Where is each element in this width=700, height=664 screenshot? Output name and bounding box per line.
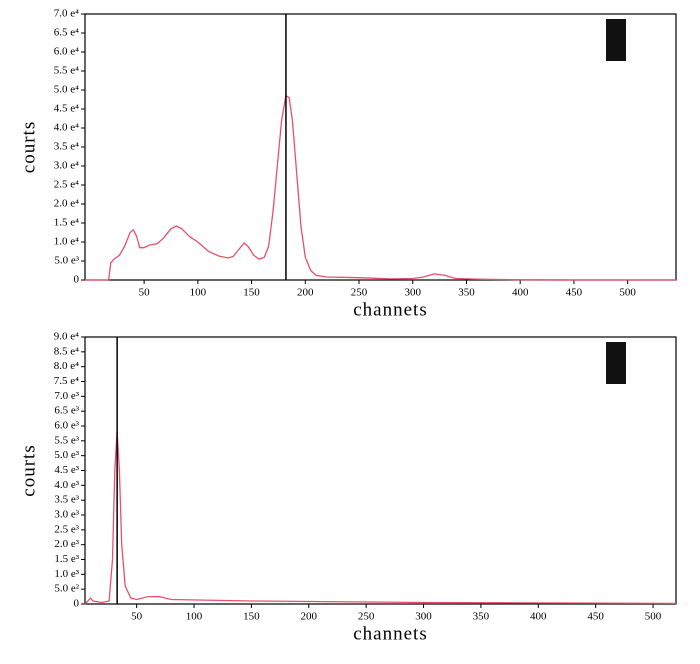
y-tick-label: 4.0 e³ [54,479,79,491]
plot-frame [84,13,677,281]
x-tick-label: 50 [131,611,143,623]
y-tick-label: 8.0 e⁴ [54,360,79,372]
y-tick-label: 5.5 e⁴ [54,65,79,77]
y-tick-label: 6.5 e⁴ [54,27,79,39]
y-tick-label: 6.5 e³ [54,405,79,417]
x-tick-label: 100 [190,287,207,299]
y-tick-label: 7.5 e⁴ [54,375,79,387]
y-tick-label: 5.0 e³ [54,255,79,267]
x-axis-title: channets [353,623,427,644]
y-tick-label: 2.0 e⁴ [54,198,79,210]
y-tick-label: 4.0 e⁴ [54,122,79,134]
y-tick-label: 1.5 e⁴ [54,217,79,229]
y-tick-label: 3.5 e³ [54,494,79,506]
y-tick-label: 7.0 e³ [54,390,79,402]
y-tick-label: 2.5 e³ [54,523,79,535]
x-tick-label: 350 [458,287,475,299]
x-tick-label: 150 [243,611,260,623]
x-tick-label: 200 [297,287,314,299]
x-tick-label: 400 [530,611,547,623]
y-tick-label: 1.0 e³ [54,568,79,580]
y-tick-label: 4.5 e⁴ [54,103,79,115]
x-tick-label: 300 [404,287,421,299]
x-axis-title: channets [353,299,427,320]
y-tick-label: 5.0 e⁴ [54,84,79,96]
y-tick-label: 9.0 e⁴ [54,331,79,343]
y-tick-label: 0 [74,598,80,610]
x-tick-label: 450 [566,287,583,299]
data-line [85,94,676,281]
y-tick-label: 3.0 e³ [54,509,79,521]
y-tick-label: 2.5 e⁴ [54,179,79,191]
y-tick-label: 3.5 e⁴ [54,141,79,153]
y-axis-title: courts [18,121,39,173]
plot-frame [84,336,677,605]
y-tick-label: 6.0 e⁴ [54,46,79,58]
x-tick-label: 250 [351,287,368,299]
x-tick-label: 500 [619,287,636,299]
inset-thumbnail [606,342,626,384]
y-tick-label: 0 [74,274,80,286]
y-tick-label: 6.0 e³ [54,420,79,432]
x-tick-label: 350 [473,611,490,623]
y-axis-title: courts [18,444,39,496]
y-tick-label: 5.0 e² [54,583,79,595]
y-tick-label: 4.5 e³ [54,464,79,476]
data-line [84,431,677,605]
y-tick-label: 8.5 e⁴ [54,345,79,357]
x-tick-label: 250 [358,611,375,623]
x-tick-label: 100 [186,611,203,623]
x-tick-label: 450 [587,611,604,623]
x-tick-label: 150 [243,287,260,299]
y-tick-label: 3.0 e⁴ [54,160,79,172]
x-tick-label: 50 [139,287,151,299]
x-tick-label: 500 [645,611,662,623]
x-tick-label: 400 [512,287,529,299]
inset-thumbnail [606,19,626,61]
y-tick-label: 7.0 e⁴ [54,8,79,20]
x-tick-label: 200 [301,611,318,623]
y-tick-label: 2.0 e³ [54,538,79,550]
y-tick-label: 1.0 e⁴ [54,236,79,248]
y-tick-label: 5.5 e³ [54,434,79,446]
y-tick-label: 1.5 e³ [54,553,79,565]
y-tick-label: 5.0 e³ [54,449,79,461]
x-tick-label: 300 [415,611,432,623]
